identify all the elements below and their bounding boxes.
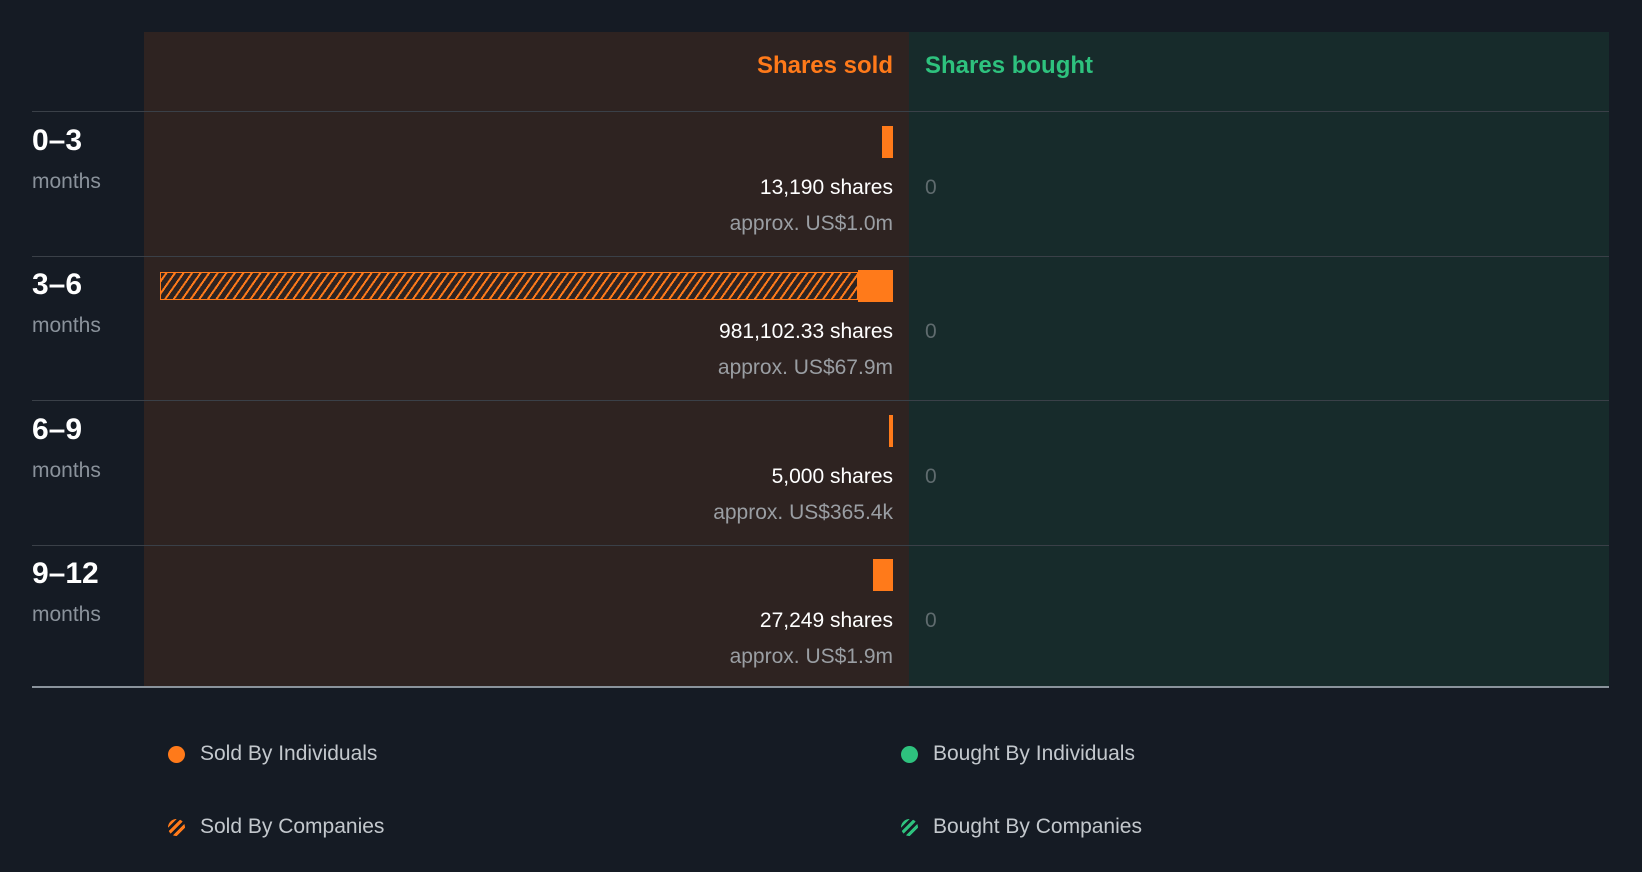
row-6-9-months: 6–9 months 5,000 shares approx. US$365.4… [0,401,1642,545]
shares-bought-header: Shares bought [925,52,1094,79]
legend-label: Sold By Individuals [200,742,378,765]
sold-panel [144,32,909,687]
legend-hatched-dot-icon [901,819,918,836]
legend-label: Bought By Companies [933,815,1142,838]
sold-individuals-bar [882,126,893,158]
sold-companies-bar [160,272,858,300]
shares-sold-value: 981,102.33 shares [719,320,893,343]
shares-sold-value: 5,000 shares [771,465,893,488]
row-9-12-months: 9–12 months 27,249 shares approx. US$1.9… [0,545,1642,689]
legend-bought-by-companies[interactable]: Bought By Companies [901,815,1142,839]
period-label: 0–3 [32,124,83,157]
shares-bought-value: 0 [925,176,937,199]
shares-sold-value: 27,249 shares [759,609,893,632]
approx-value: approx. US$67.9m [717,356,893,379]
legend-hatched-dot-icon [168,819,185,836]
shares-bought-value: 0 [925,320,937,343]
approx-value: approx. US$365.4k [713,501,893,524]
legend-bought-by-individuals[interactable]: Bought By Individuals [901,742,1135,766]
approx-value: approx. US$1.9m [729,645,893,668]
legend-dot-icon [901,746,918,763]
legend-label: Sold By Companies [200,815,385,838]
shares-sold-value: 13,190 shares [759,176,893,199]
period-unit: months [32,459,101,482]
row-divider [32,545,1609,546]
shares-bought-value: 0 [925,609,937,632]
chart-bottom-axis [32,686,1609,688]
row-divider [32,256,1609,257]
row-3-6-months: 3–6 months 981,102.33 shares approx. US$… [0,256,1642,400]
row-divider [32,400,1609,401]
legend-label: Bought By Individuals [933,742,1135,765]
sold-bar-track [160,559,893,591]
legend-sold-by-individuals[interactable]: Sold By Individuals [168,742,378,766]
legend-dot-icon [168,746,185,763]
shares-bought-value: 0 [925,465,937,488]
period-unit: months [32,170,101,193]
bought-panel [909,32,1609,687]
approx-value: approx. US$1.0m [729,212,893,235]
sold-bar-track [160,415,893,447]
period-label: 6–9 [32,413,83,446]
sold-individuals-bar [889,415,893,447]
shares-sold-header: Shares sold [756,52,893,79]
row-0-3-months: 0–3 months 13,190 shares approx. US$1.0m… [0,112,1642,256]
legend-sold-by-companies[interactable]: Sold By Companies [168,815,385,839]
sold-individuals-bar [873,559,893,591]
period-unit: months [32,314,101,337]
sold-individuals-bar [858,270,893,302]
period-label: 3–6 [32,268,83,301]
sold-bar-track [160,126,893,158]
period-label: 9–12 [32,557,99,590]
row-divider [32,111,1609,112]
sold-bar-track [160,270,893,302]
period-unit: months [32,603,101,626]
